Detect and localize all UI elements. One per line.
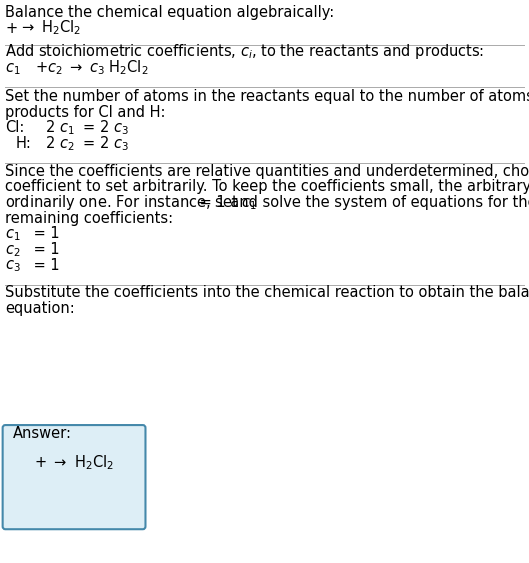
Text: Substitute the coefficients into the chemical reaction to obtain the balanced: Substitute the coefficients into the che… — [5, 285, 529, 300]
Text: Answer:: Answer: — [13, 426, 72, 441]
Text: +: + — [34, 455, 47, 470]
Text: Add stoichiometric coefficients, $c_i$, to the reactants and products:: Add stoichiometric coefficients, $c_i$, … — [5, 42, 485, 61]
Text: 2 $c_2$: 2 $c_2$ — [36, 134, 75, 153]
Text: = 2 $c_3$: = 2 $c_3$ — [78, 134, 130, 153]
Text: ordinarily one. For instance, set $c_1$: ordinarily one. For instance, set $c_1$ — [5, 193, 258, 212]
Text: = 1: = 1 — [29, 226, 60, 241]
Text: products for Cl and H:: products for Cl and H: — [5, 105, 166, 119]
Text: H$_2$Cl$_2$: H$_2$Cl$_2$ — [41, 19, 81, 37]
Text: remaining coefficients:: remaining coefficients: — [5, 211, 174, 226]
Text: H$_2$Cl$_2$: H$_2$Cl$_2$ — [74, 453, 114, 472]
Text: $c_1$: $c_1$ — [5, 61, 21, 77]
Text: +$c_2$: +$c_2$ — [31, 60, 63, 77]
Text: +: + — [5, 21, 17, 35]
Text: coefficient to set arbitrarily. To keep the coefficients small, the arbitrary va: coefficient to set arbitrarily. To keep … — [5, 180, 529, 194]
Text: = 1: = 1 — [29, 258, 60, 272]
Text: $c_3$ H$_2$Cl$_2$: $c_3$ H$_2$Cl$_2$ — [89, 58, 149, 77]
Text: →: → — [53, 455, 65, 470]
Text: $c_2$: $c_2$ — [5, 243, 21, 258]
Text: Since the coefficients are relative quantities and underdetermined, choose a: Since the coefficients are relative quan… — [5, 164, 529, 179]
Text: H:: H: — [16, 136, 32, 151]
Text: Cl:: Cl: — [5, 120, 25, 135]
Text: = 1: = 1 — [29, 242, 60, 257]
Text: equation:: equation: — [5, 301, 75, 316]
Text: = 1 and solve the system of equations for the: = 1 and solve the system of equations fo… — [195, 195, 529, 210]
Text: $c_3$: $c_3$ — [5, 258, 21, 274]
Text: Balance the chemical equation algebraically:: Balance the chemical equation algebraica… — [5, 5, 334, 20]
Text: →: → — [69, 60, 81, 75]
Text: Set the number of atoms in the reactants equal to the number of atoms in the: Set the number of atoms in the reactants… — [5, 90, 529, 104]
Text: = 2 $c_3$: = 2 $c_3$ — [78, 118, 130, 137]
Text: →: → — [21, 21, 33, 35]
Text: 2 $c_1$: 2 $c_1$ — [36, 118, 75, 137]
Text: $c_1$: $c_1$ — [5, 227, 21, 243]
